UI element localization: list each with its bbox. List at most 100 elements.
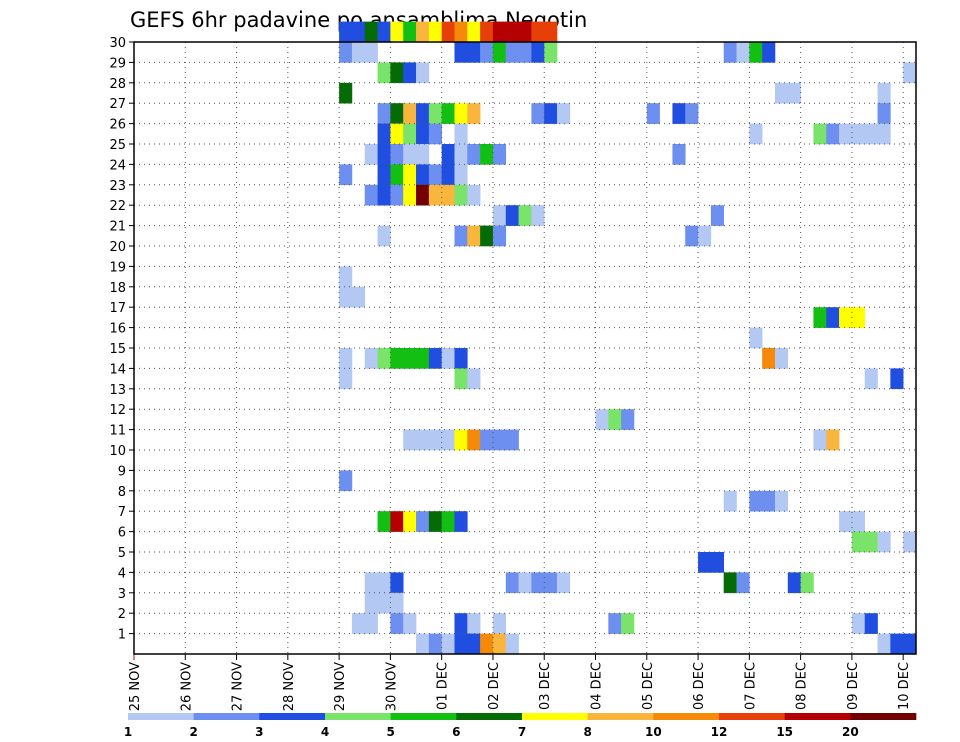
heatmap-cell xyxy=(492,613,507,634)
heatmap-cell xyxy=(428,164,442,186)
colorbar-swatch xyxy=(193,713,260,720)
heatmap-cell xyxy=(762,348,776,369)
colorbar-swatch xyxy=(259,713,326,720)
heatmap-cell xyxy=(416,144,430,165)
heatmap-cell xyxy=(518,21,532,43)
x-tick-label: 08 DEC xyxy=(795,662,810,710)
heatmap-cell xyxy=(890,368,904,390)
y-tick-label: 24 xyxy=(109,158,126,173)
colorbar-label: 3 xyxy=(255,725,263,739)
heatmap-cell xyxy=(826,307,840,328)
colorbar-label: 10 xyxy=(645,725,662,739)
heatmap-cell xyxy=(339,286,353,308)
heatmap-cell xyxy=(518,42,532,63)
heatmap-cell xyxy=(416,348,430,369)
y-tick-label: 13 xyxy=(109,383,126,398)
heatmap-cell xyxy=(492,429,507,451)
heatmap-cell xyxy=(377,225,391,247)
x-tick-label: 03 DEC xyxy=(538,662,553,710)
y-tick-label: 8 xyxy=(118,485,126,500)
heatmap-cell xyxy=(403,62,417,84)
y-tick-label: 15 xyxy=(109,342,126,357)
heatmap-cell xyxy=(492,633,507,655)
x-tick-label: 09 DEC xyxy=(846,662,861,710)
heatmap-cell xyxy=(480,633,494,655)
y-tick-label: 9 xyxy=(118,464,126,479)
heatmap-cell xyxy=(787,572,801,594)
heatmap-cell xyxy=(390,21,404,43)
x-tick-label: 05 DEC xyxy=(641,662,656,710)
heatmap-cell xyxy=(403,184,417,206)
heatmap-cell xyxy=(480,144,494,165)
heatmap-cell xyxy=(505,429,519,451)
heatmap-cell xyxy=(441,633,455,655)
heatmap-cell xyxy=(608,613,622,634)
heatmap-cell xyxy=(710,552,725,573)
heatmap-cell xyxy=(403,511,417,532)
heatmap-cell xyxy=(851,307,866,328)
heatmap-cell xyxy=(672,144,686,165)
heatmap-cell xyxy=(749,42,763,63)
colorbar-swatch xyxy=(719,713,785,720)
heatmap-cell xyxy=(480,21,494,43)
heatmap-cell xyxy=(441,144,455,165)
heatmap-cell xyxy=(351,613,366,634)
y-tick-label: 19 xyxy=(109,260,126,275)
heatmap-cell xyxy=(416,123,430,145)
heatmap-cell xyxy=(416,62,430,84)
colorbar-label: 2 xyxy=(189,725,197,739)
heatmap-cell xyxy=(441,184,455,206)
y-tick-label: 6 xyxy=(118,526,126,541)
heatmap-cell xyxy=(339,82,353,104)
heatmap-cell xyxy=(377,144,391,165)
heatmap-cell xyxy=(377,592,391,614)
x-tick-label: 27 NOV xyxy=(231,662,246,711)
heatmap-cell xyxy=(428,103,442,124)
y-tick-label: 21 xyxy=(109,220,126,235)
y-tick-label: 29 xyxy=(109,56,126,71)
heatmap-cell xyxy=(903,62,917,84)
heatmap-cell xyxy=(749,490,763,512)
x-tick-label: 07 DEC xyxy=(743,662,758,710)
y-tick-label: 12 xyxy=(109,403,126,418)
heatmap-cell xyxy=(851,613,866,634)
heatmap-cell xyxy=(377,348,391,369)
colorbar-label: 20 xyxy=(842,725,859,739)
heatmap-cell xyxy=(492,21,507,43)
heatmap-cell xyxy=(492,42,507,63)
heatmap-cell xyxy=(454,368,468,390)
y-tick-label: 2 xyxy=(118,607,126,622)
heatmap-cell xyxy=(480,429,494,451)
heatmap-cell xyxy=(454,613,468,634)
x-tick-label: 26 NOV xyxy=(179,662,194,711)
heatmap-cell xyxy=(723,572,737,594)
heatmap-cell xyxy=(813,429,827,451)
heatmap-cell xyxy=(531,21,545,43)
heatmap-cell xyxy=(480,225,494,247)
heatmap-cell xyxy=(698,225,712,247)
colorbar-swatch xyxy=(587,713,654,720)
cell-layer xyxy=(339,21,917,655)
heatmap-cell xyxy=(416,103,430,124)
heatmap-cell xyxy=(390,123,404,145)
heatmap-cell xyxy=(762,490,776,512)
heatmap-cell xyxy=(339,164,353,186)
heatmap-cell xyxy=(531,103,545,124)
heatmap-cell xyxy=(441,103,455,124)
heatmap-cell xyxy=(864,531,878,553)
colorbar-label: 6 xyxy=(452,725,460,739)
heatmap-cell xyxy=(454,511,468,532)
heatmap-cell xyxy=(544,103,558,124)
x-tick-label: 28 NOV xyxy=(282,662,297,711)
heatmap-cell xyxy=(454,21,468,43)
heatmap-cell xyxy=(339,42,353,63)
heatmap-cell xyxy=(428,429,442,451)
x-tick-label: 04 DEC xyxy=(590,662,605,710)
heatmap-cell xyxy=(505,205,519,226)
heatmap-cell xyxy=(441,348,455,369)
heatmap-cell xyxy=(736,572,750,594)
heatmap-cell xyxy=(351,286,366,308)
heatmap-cell xyxy=(364,144,378,165)
heatmap-cell xyxy=(454,184,468,206)
heatmap-cell xyxy=(351,21,366,43)
